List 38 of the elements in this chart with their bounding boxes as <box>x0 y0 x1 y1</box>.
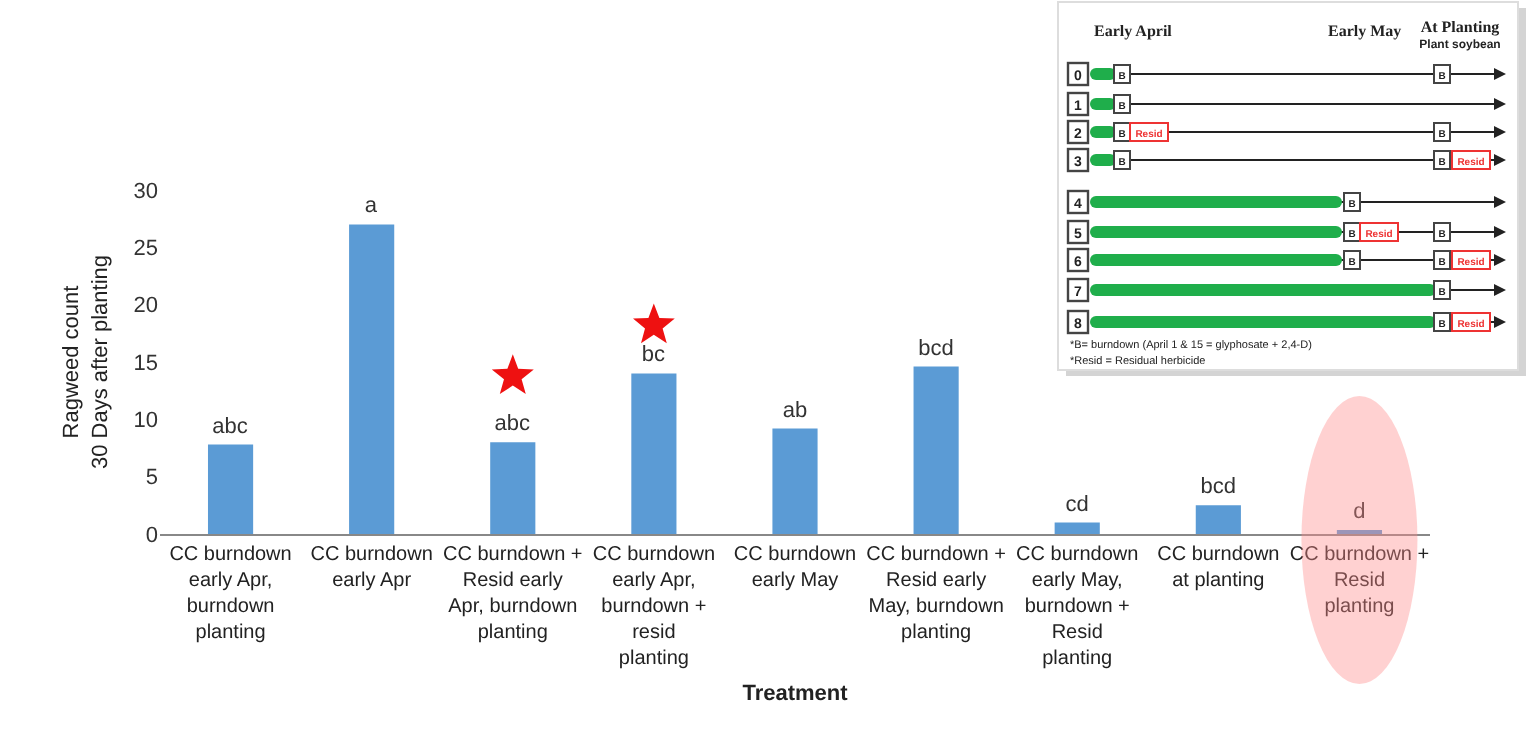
data-label: cd <box>1065 492 1089 517</box>
bar <box>913 366 959 534</box>
x-tick-label: CC burndown + Resid planting <box>1289 544 1430 618</box>
x-axis-title: Treatment <box>742 682 849 707</box>
bar <box>631 373 677 534</box>
bar <box>772 428 818 534</box>
data-label: abc <box>212 414 249 439</box>
y-axis-title: Ragweed count 30 Days after planting <box>60 254 113 470</box>
y-tick-label: 25 <box>133 237 158 262</box>
x-tick-label: CC burndown early Apr <box>310 544 433 592</box>
data-label: bc <box>641 343 667 368</box>
data-label: bcd <box>918 336 954 361</box>
x-tick-label: CC burndown + Resid early May, burndown planting <box>866 544 1007 644</box>
y-tick-label: 15 <box>133 351 158 376</box>
data-label: abc <box>494 412 532 437</box>
x-tick-label: CC burndown early Apr, burndown + resid planting <box>592 544 716 670</box>
data-label: d <box>1353 500 1366 524</box>
bar <box>349 224 395 534</box>
x-tick-label: CC burndown early May <box>733 544 857 592</box>
data-label: bcd <box>1200 475 1237 500</box>
bar <box>490 442 536 534</box>
x-tick-label: CC burndown early Apr, burndown planting <box>169 544 292 644</box>
bar <box>1054 522 1100 534</box>
text: At Planting <box>1420 18 1500 36</box>
x-tick-label: CC burndown at planting <box>1157 544 1280 592</box>
x-tick-label: CC burndown early May, burndown + Resid planting <box>1016 544 1139 670</box>
y-tick-label: 5 <box>145 466 158 491</box>
bar <box>207 444 254 534</box>
data-label: ab <box>782 398 808 423</box>
y-tick-label: 0 <box>145 523 158 548</box>
text: Early April <box>1094 22 1172 40</box>
y-tick-label: 10 <box>133 409 158 434</box>
y-tick-label: 20 <box>133 294 158 319</box>
bar <box>1195 505 1241 534</box>
data-label: a <box>364 194 379 219</box>
text: Early May <box>1328 22 1402 40</box>
x-tick-label: CC burndown + Resid early Apr, burndown planting <box>443 544 583 644</box>
y-tick-label: 30 <box>133 179 158 204</box>
